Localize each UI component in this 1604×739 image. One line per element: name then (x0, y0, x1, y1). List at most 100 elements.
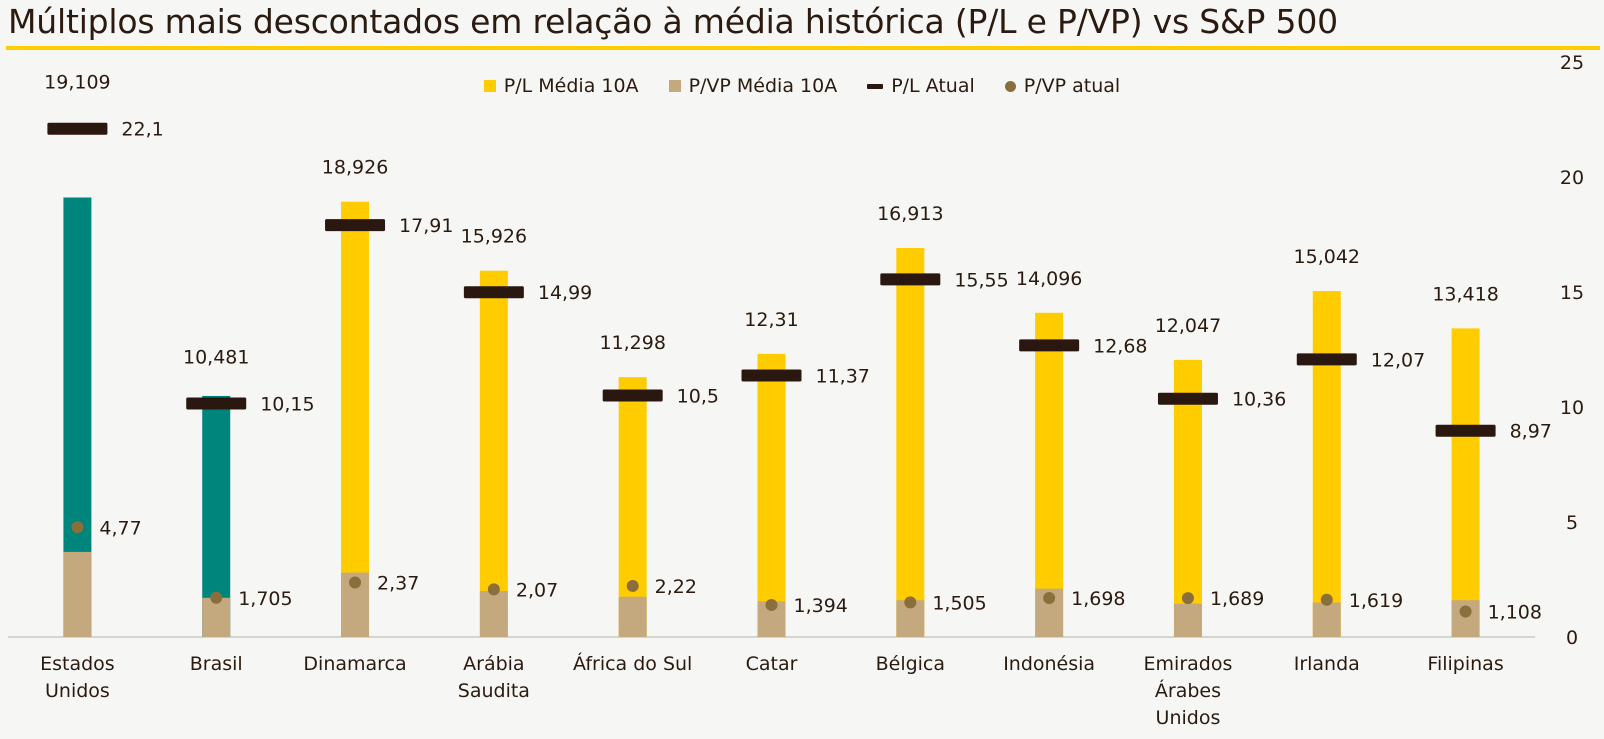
data-label-pl-media: 13,418 (1432, 283, 1498, 305)
data-label-pl-media: 18,926 (322, 157, 388, 179)
bar-pl-media (479, 270, 508, 637)
marker-pvp-atual (1181, 592, 1194, 605)
data-label-pl-atual: 17,91 (399, 215, 453, 237)
legend-item-pvp-media: P/VP Média 10A (668, 75, 838, 97)
legend-label-pl-atual: P/L Atual (891, 75, 975, 97)
bar-pvp-media (618, 596, 647, 637)
marker-pl-atual (880, 273, 941, 286)
category-label: Dinamarca (303, 653, 406, 675)
y-tick-label: 0 (1566, 627, 1578, 649)
y-tick-label: 20 (1560, 167, 1584, 189)
marker-pvp-atual (210, 591, 223, 604)
bar-pl-media (341, 201, 370, 637)
bar-pl-media (1312, 291, 1341, 637)
legend-label-pl-media: P/L Média 10A (503, 75, 639, 97)
title-underline (6, 46, 1600, 50)
marker-pl-atual (463, 286, 524, 299)
data-label-pl-atual: 15,55 (954, 269, 1008, 291)
data-label-pvp-atual: 2,07 (516, 579, 558, 601)
marker-pvp-atual (71, 521, 84, 534)
bar-pl-media (1451, 328, 1480, 637)
legend-item-pl-atual: P/L Atual (867, 75, 975, 97)
legend-item-pvp-atual: P/VP atual (1004, 75, 1120, 97)
data-label-pvp-atual: 1,619 (1349, 590, 1403, 612)
data-label-pvp-atual: 1,394 (794, 595, 848, 617)
marker-pvp-atual (765, 598, 778, 611)
data-label-pl-media: 16,913 (877, 203, 943, 225)
marker-pl-atual (325, 219, 386, 232)
data-label-pl-atual: 10,36 (1232, 389, 1286, 411)
data-label-pl-atual: 22,1 (121, 119, 163, 141)
data-label-pl-atual: 12,68 (1093, 335, 1147, 357)
bar-pl-media (1173, 359, 1202, 637)
marker-pl-atual (1019, 339, 1080, 352)
category-label: Bélgica (876, 653, 945, 675)
data-label-pvp-atual: 1,689 (1210, 588, 1264, 610)
bar-pvp-media (63, 551, 92, 637)
bar-pl-media (896, 248, 925, 637)
category-label: Unidos (1156, 707, 1221, 729)
legend-label-pvp-media: P/VP Média 10A (688, 75, 838, 97)
category-label: Unidos (45, 680, 110, 702)
data-label-pvp-atual: 1,108 (1488, 602, 1542, 624)
category-label: Árabes (1155, 679, 1221, 702)
data-label-pl-media: 12,31 (744, 309, 798, 331)
data-label-pl-media: 15,926 (461, 226, 527, 248)
data-label-pvp-atual: 4,77 (99, 517, 141, 539)
marker-pvp-atual (487, 583, 500, 596)
y-tick-label: 10 (1560, 397, 1584, 419)
marker-pvp-atual (1320, 593, 1333, 606)
data-label-pl-atual: 12,07 (1371, 349, 1425, 371)
chart-legend: P/L Média 10A P/VP Média 10A P/L Atual P… (0, 75, 1604, 97)
data-label-pl-media: 14,096 (1016, 268, 1082, 290)
bar-pvp-media (202, 597, 231, 637)
data-label-pvp-atual: 2,22 (655, 576, 697, 598)
marker-pvp-atual (1043, 591, 1056, 604)
category-label: Estados (40, 653, 115, 675)
marker-pvp-atual (904, 596, 917, 609)
marker-pl-atual (1296, 353, 1357, 366)
bar-pvp-media (1312, 602, 1341, 637)
data-label-pvp-atual: 2,37 (377, 572, 419, 594)
category-label: Irlanda (1294, 653, 1360, 675)
marker-pvp-atual (626, 579, 639, 592)
bar-pl-media (757, 353, 786, 637)
category-label: África do Sul (573, 652, 692, 675)
category-label: Filipinas (1427, 653, 1503, 675)
data-label-pvp-atual: 1,705 (238, 588, 292, 610)
legend-swatch-pl-atual (867, 83, 884, 89)
data-label-pl-media: 10,481 (183, 347, 249, 369)
category-label: Arábia (463, 653, 524, 675)
category-label: Emirados (1144, 653, 1233, 675)
category-label: Catar (746, 653, 798, 675)
chart-title: Múltiplos mais descontados em relação à … (8, 2, 1338, 41)
data-label-pl-atual: 10,5 (677, 386, 719, 408)
category-label: Saudita (458, 680, 530, 702)
data-label-pl-media: 15,042 (1294, 246, 1360, 268)
marker-pl-atual (47, 122, 108, 135)
data-label-pvp-atual: 1,698 (1071, 588, 1125, 610)
legend-swatch-pvp-media (668, 80, 681, 92)
category-label: Brasil (190, 653, 243, 675)
marker-pl-atual (741, 369, 802, 382)
data-label-pl-atual: 11,37 (816, 365, 870, 387)
legend-swatch-pvp-atual (1004, 80, 1016, 92)
y-tick-label: 15 (1560, 282, 1584, 304)
marker-pvp-atual (1459, 605, 1472, 618)
marker-pl-atual (1157, 392, 1218, 405)
data-label-pl-media: 19,109 (44, 72, 110, 94)
bar-pl-media (1035, 312, 1064, 637)
y-tick-label: 5 (1566, 512, 1578, 534)
legend-item-pl-media: P/L Média 10A (483, 75, 639, 97)
y-tick-label: 25 (1560, 52, 1584, 74)
bar-pvp-media (479, 591, 508, 637)
marker-pl-atual (1435, 424, 1496, 437)
data-label-pvp-atual: 1,505 (932, 592, 986, 614)
bar-pvp-media (1173, 603, 1202, 637)
data-label-pl-media: 12,047 (1155, 315, 1221, 337)
data-label-pl-atual: 14,99 (538, 282, 592, 304)
marker-pl-atual (602, 389, 663, 402)
category-label: Indonésia (1003, 653, 1095, 675)
legend-swatch-pl-media (483, 80, 496, 92)
